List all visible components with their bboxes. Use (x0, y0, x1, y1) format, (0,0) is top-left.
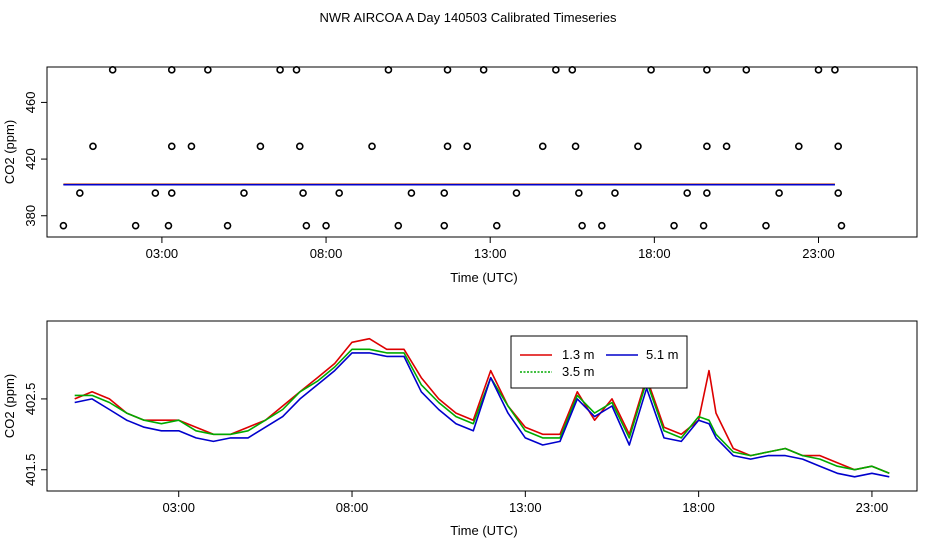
calibration-point (775, 189, 783, 197)
calibration-point (611, 189, 619, 197)
y-tick-label: 420 (23, 148, 38, 170)
calibration-point (384, 66, 393, 74)
x-tick-label: 03:00 (146, 246, 179, 261)
calibration-point (59, 221, 68, 230)
calibration-point (814, 66, 823, 74)
calibration-point (443, 66, 452, 74)
y-tick-label: 402.5 (23, 383, 38, 416)
x-tick-label: 03:00 (162, 500, 195, 515)
top-x-axis-title: Time (UTC) (450, 270, 517, 285)
page-title: NWR AIRCOA A Day 140503 Calibrated Times… (320, 10, 617, 25)
calibration-point (89, 142, 97, 151)
calibration-point (167, 189, 176, 197)
calibration-point (571, 142, 580, 151)
x-tick-label: 18:00 (638, 246, 671, 261)
calibration-point (463, 142, 472, 151)
calibration-point (302, 221, 311, 230)
x-tick-label: 08:00 (310, 246, 343, 261)
series-line-3-5-m (74, 348, 890, 475)
calibration-point (292, 66, 301, 74)
bottom-x-axis: 03:00 08:00 13:00 18:00 23:00 (162, 491, 888, 515)
calibration-point (240, 189, 248, 197)
x-tick-label: 08:00 (336, 500, 369, 515)
calibration-point (575, 189, 583, 197)
calibration-point (394, 221, 403, 230)
calibration-point (276, 66, 284, 74)
calibration-point (834, 142, 843, 151)
x-tick-label: 13:00 (509, 500, 542, 515)
calibration-point (223, 221, 232, 230)
calibration-point (256, 142, 265, 151)
calibration-point (670, 221, 678, 230)
calibration-point (295, 142, 304, 151)
bottom-series-group (74, 337, 890, 478)
calibration-point (699, 221, 708, 230)
legend-label-3-5m: 3.5 m (562, 364, 595, 379)
calibration-point (647, 66, 655, 74)
calibration-point (795, 142, 803, 151)
bottom-plot-frame (46, 320, 918, 492)
calibration-point (568, 66, 577, 74)
calibration-point (512, 189, 521, 197)
calibration-point (443, 142, 452, 151)
y-tick-label: 380 (23, 205, 38, 227)
calibration-point (683, 189, 691, 197)
calibration-point (703, 189, 711, 197)
x-tick-label: 18:00 (682, 500, 715, 515)
calibration-point (762, 221, 770, 230)
calibration-point (204, 66, 212, 74)
calibration-point (552, 66, 560, 74)
y-tick-label: 460 (23, 92, 38, 114)
top-x-axis: 03:00 08:00 13:00 18:00 23:00 (146, 237, 835, 261)
calibration-point (722, 142, 731, 151)
calibration-point (407, 189, 416, 197)
calibration-point (108, 66, 117, 74)
legend: 1.3 m 5.1 m 3.5 m (510, 335, 688, 389)
bottom-panel: 03:00 08:00 13:00 18:00 23:00 401.5 402.5 Tim… (2, 320, 918, 538)
calibration-point (151, 189, 160, 197)
calibration-point (598, 221, 606, 230)
legend-label-1-3m: 1.3 m (562, 347, 595, 362)
calibration-point (299, 189, 307, 197)
bottom-x-axis-title: Time (UTC) (450, 523, 517, 538)
calibration-point (703, 66, 711, 74)
bottom-y-axis: 401.5 402.5 (23, 383, 47, 486)
bottom-y-axis-title: CO2 (ppm) (2, 374, 17, 438)
calibration-point (538, 142, 547, 151)
x-tick-label: 23:00 (856, 500, 889, 515)
calibration-point (831, 66, 839, 74)
calibration-point (164, 221, 173, 230)
top-calibration-points (59, 66, 846, 230)
calibration-point (703, 142, 711, 151)
x-tick-label: 13:00 (474, 246, 507, 261)
top-panel: 03:00 08:00 13:00 18:00 23:00 380 420 460 Time… (2, 66, 918, 285)
top-plot-frame (46, 66, 918, 238)
top-y-axis-title: CO2 (ppm) (2, 120, 17, 184)
calibration-point (492, 221, 501, 230)
legend-label-5-1m: 5.1 m (646, 347, 679, 362)
calibration-point (837, 221, 846, 230)
x-tick-label: 23:00 (802, 246, 835, 261)
calibration-point (479, 66, 488, 74)
calibration-point (578, 221, 586, 230)
calibration-point (368, 142, 376, 151)
calibration-point (187, 142, 196, 151)
top-y-axis: 380 420 460 (23, 92, 47, 227)
y-tick-label: 401.5 (23, 453, 38, 486)
calibration-point (834, 189, 843, 197)
calibration-point (440, 221, 449, 230)
calibration-point (322, 221, 330, 230)
calibration-point (131, 221, 140, 230)
calibration-point (76, 189, 84, 197)
series-line-5-1-m (74, 352, 890, 478)
calibration-point (634, 142, 642, 151)
calibration-point (335, 189, 343, 197)
legend-box (510, 335, 688, 389)
calibration-point (167, 142, 176, 151)
calibration-point (440, 189, 449, 197)
calibration-point (167, 66, 176, 74)
calibration-point (742, 66, 751, 74)
